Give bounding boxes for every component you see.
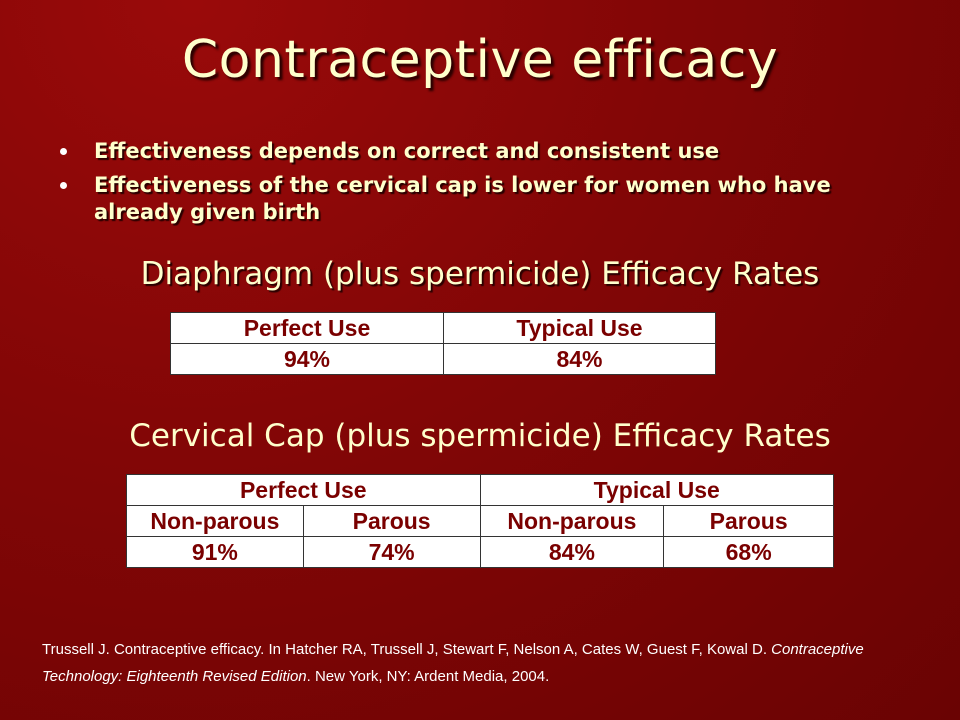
- citation-publisher: . New York, NY: Ardent Media, 2004.: [306, 668, 550, 685]
- value-cell: 91%: [126, 536, 304, 568]
- value-cell: 94%: [170, 343, 444, 375]
- subheader-cell: Parous: [302, 505, 481, 537]
- citation: Trussell J. Contraceptive efficacy. In H…: [42, 636, 942, 690]
- subheader-cell: Non-parous: [126, 505, 304, 537]
- bullet-item: Effectiveness depends on correct and con…: [60, 138, 920, 165]
- diaphragm-heading: Diaphragm (plus spermicide) Efficacy Rat…: [140, 256, 820, 292]
- table-row: 94% 84%: [170, 343, 717, 375]
- table-header-row: Perfect Use Typical Use: [170, 312, 717, 344]
- citation-text: Trussell J. Contraceptive efficacy. In H…: [42, 641, 772, 658]
- value-cell: 68%: [663, 536, 834, 568]
- bullet-dot-icon: [60, 148, 67, 155]
- slide-title: Contraceptive efficacy: [181, 30, 779, 90]
- cervical-cap-heading: Cervical Cap (plus spermicide) Efficacy …: [129, 418, 831, 454]
- value-cell: 84%: [442, 343, 717, 375]
- value-cell: 74%: [302, 536, 481, 568]
- header-cell: Perfect Use: [170, 312, 444, 344]
- bullet-text: Effectiveness of the cervical cap is low…: [94, 173, 831, 224]
- table-subheader-row: Non-parous Parous Non-parous Parous: [126, 505, 834, 537]
- bullet-item: Effectiveness of the cervical cap is low…: [60, 172, 920, 226]
- value-cell: 84%: [479, 536, 665, 568]
- diaphragm-table: Perfect Use Typical Use 94% 84%: [170, 312, 717, 375]
- bullet-text: Effectiveness depends on correct and con…: [94, 139, 720, 163]
- cervical-cap-table: Perfect Use Typical Use Non-parous Parou…: [126, 474, 834, 568]
- header-cell: Typical Use: [442, 312, 717, 344]
- citation-book-title: Contraceptive Technology: Eighteenth Rev…: [42, 641, 864, 685]
- bullet-dot-icon: [60, 182, 67, 189]
- subheader-cell: Parous: [663, 505, 834, 537]
- group-header-cell: Typical Use: [479, 474, 834, 506]
- subheader-cell: Non-parous: [479, 505, 665, 537]
- table-header-row: Perfect Use Typical Use: [126, 474, 834, 506]
- group-header-cell: Perfect Use: [126, 474, 481, 506]
- bullet-list: Effectiveness depends on correct and con…: [60, 138, 920, 233]
- table-row: 91% 74% 84% 68%: [126, 536, 834, 568]
